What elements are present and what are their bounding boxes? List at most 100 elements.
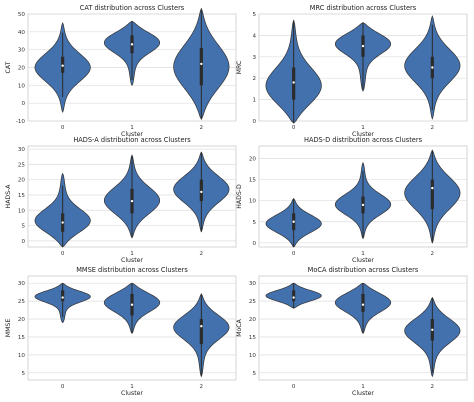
mrc-x-tick-label: 2 [431,125,435,131]
hads-a-y-tick-label: 20 [18,178,26,184]
mmse-y-axis-label: MMSE [5,319,12,338]
mmse-x-tick-label: 1 [130,384,134,390]
mmse-median-0 [61,296,64,299]
hads-a-y-tick-label: 10 [18,208,26,214]
hads-d-x-tick-label: 2 [431,251,435,257]
hads-a-y-tick-label: 15 [18,193,26,199]
cat-y-tick-label: 50 [18,12,26,18]
moca-x-tick-label: 1 [361,384,365,390]
hads-d-y-tick-label: 10 [249,199,257,205]
hads-d-chart-title: HADS-D distribution across Clusters [304,136,423,144]
hads-d-median-2 [431,186,434,190]
mmse-y-tick-label: 30 [18,281,26,287]
cat-median-0 [61,64,64,67]
hads-d-y-axis-label: HADS-D [236,184,243,209]
hads-d-y-tick-label: 5 [252,220,256,226]
cat-y-axis-label: CAT [5,61,12,73]
moca-y-tick-label: 30 [249,281,257,287]
cat-y-tick-label: 0 [21,101,25,107]
hads-d-y-tick-label: 0 [252,241,256,247]
mmse-y-tick-label: 5 [21,371,25,377]
hads-a-y-tick-label: 25 [18,162,26,168]
mrc-x-tick-label: 0 [292,125,296,131]
hads-a-y-tick-label: 30 [18,147,26,153]
hads-a-median-0 [61,221,64,224]
mmse-x-axis-label: Cluster [121,390,143,397]
mmse-iqr-box-0 [61,290,65,302]
moca-x-axis-label: Cluster [352,390,374,397]
mrc-chart-title: MRC distribution across Clusters [310,4,417,12]
hads-d-y-tick-label: 20 [249,157,257,163]
mrc-median-0 [292,81,295,84]
cat-y-tick-label: 10 [18,83,26,89]
moca-iqr-box-1 [361,293,365,312]
panel-moca: 5 10 15 20 25 30 0 1 2 MoCA distribution across C… [236,266,468,397]
hads-d-y-tick-label: 15 [249,178,257,184]
mmse-y-tick-label: 10 [18,353,26,359]
moca-x-tick-label: 2 [431,384,435,390]
moca-y-tick-label: 20 [249,317,257,323]
hads-a-iqr-box-2 [199,179,203,202]
mrc-x-axis-label: Cluster [352,131,374,138]
mrc-y-axis-label: MRC [236,61,243,75]
mrc-y-tick-label: 2 [252,76,256,82]
panel-hads-d: 0 5 10 15 20 0 1 2 HADS-D distribution across Cl… [236,136,468,264]
mmse-median-1 [130,303,134,306]
hads-a-y-tick-label: 0 [21,239,25,245]
mrc-median-2 [431,66,434,69]
mmse-median-2 [200,325,203,328]
cat-y-tick-label: 40 [18,30,26,36]
mrc-y-tick-label: 1 [252,98,256,104]
moca-y-tick-label: 10 [249,353,257,359]
moca-y-tick-label: 25 [249,299,257,305]
moca-iqr-box-0 [292,290,296,302]
moca-median-1 [361,303,365,306]
hads-a-x-tick-label: 1 [130,251,134,257]
cat-x-tick-label: 0 [61,125,65,131]
mrc-x-tick-label: 1 [361,125,365,131]
hads-a-y-tick-label: 5 [21,224,25,230]
moca-chart-title: MoCA distribution across Clusters [308,266,419,274]
cat-median-1 [130,43,134,46]
hads-d-median-0 [292,220,295,223]
moca-y-axis-label: MoCA [236,318,243,336]
cat-chart-title: CAT distribution across Clusters [80,4,185,12]
mrc-y-tick-label: 3 [252,55,256,61]
mmse-y-tick-label: 15 [18,335,26,341]
mrc-y-tick-label: 4 [252,33,256,39]
cat-x-tick-label: 2 [200,125,204,131]
moca-y-tick-label: 15 [249,335,257,341]
hads-d-median-1 [361,203,365,207]
moca-median-2 [431,328,434,331]
mmse-y-tick-label: 25 [18,299,26,305]
mmse-chart-title: MMSE distribution across Clusters [76,266,188,274]
mmse-x-tick-label: 0 [61,384,65,390]
mmse-iqr-box-2 [199,319,203,345]
cat-y-tick-label: -10 [16,119,26,125]
mrc-y-tick-label: 5 [252,12,256,18]
cat-median-2 [200,62,203,66]
hads-d-iqr-box-2 [430,179,434,210]
moca-x-tick-label: 0 [292,384,296,390]
moca-median-0 [292,296,295,299]
hads-a-x-tick-label: 2 [200,251,204,257]
hads-a-median-1 [130,199,134,203]
panel-hads-a: 0 5 10 15 20 25 30 0 1 2 HADS-A distribution acros… [5,136,237,264]
cat-x-tick-label: 1 [130,125,134,131]
cat-y-tick-label: 20 [18,66,26,72]
moca-y-tick-label: 5 [252,371,256,377]
hads-d-x-tick-label: 0 [292,251,296,257]
mmse-x-tick-label: 2 [200,384,204,390]
cat-iqr-box-2 [199,47,203,86]
panel-mrc: 0 1 2 3 4 5 0 1 2 MRC distribution across Cluster… [236,4,468,138]
hads-d-x-axis-label: Cluster [352,257,374,264]
hads-a-y-axis-label: HADS-A [5,184,12,209]
panel-cat: -10 0 10 20 30 40 50 0 1 2 CAT distribution across… [5,4,237,138]
cat-x-axis-label: Cluster [121,131,143,138]
mrc-y-tick-label: 0 [252,119,256,125]
cat-y-tick-label: 30 [18,48,26,54]
panel-mmse: 5 10 15 20 25 30 0 1 2 MMSE distribution across C… [5,266,237,397]
hads-d-x-tick-label: 1 [361,251,365,257]
mrc-median-1 [361,44,365,48]
